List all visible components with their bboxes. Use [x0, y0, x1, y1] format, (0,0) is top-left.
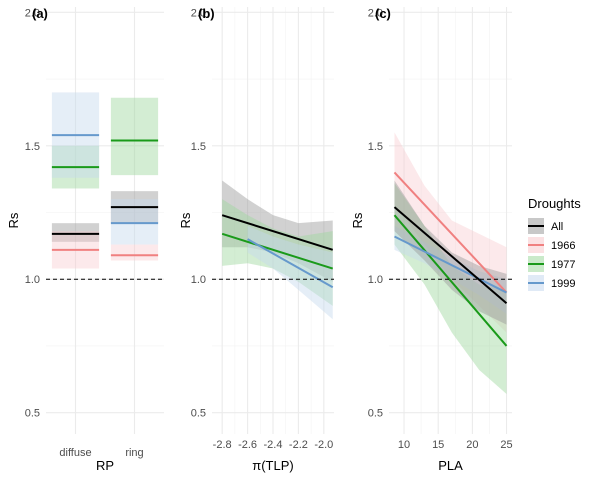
- x-tick-label: 15: [432, 439, 444, 451]
- panel-2: 0.5 1.0 1.5 2.0 -2.8 -2.6 -2.4 -2.2 -2.0 π(TLP) Rs…: [178, 6, 334, 473]
- y-tick-label: 2.0: [25, 7, 40, 19]
- y-tick-label: 1.0: [368, 274, 383, 286]
- fit-line-All: [221, 214, 334, 251]
- y-axis-title: Rs: [178, 212, 193, 228]
- y-tick-label: 0.5: [191, 408, 206, 420]
- x-tick-label: 25: [500, 439, 512, 451]
- fit-line-1966: [393, 171, 508, 294]
- y-axis-title: Rs: [6, 212, 21, 228]
- y-axis-title: Rs: [350, 212, 365, 228]
- ci-box-1999-ring: [110, 199, 159, 245]
- y-tick-label: 1.0: [25, 274, 40, 286]
- panel-tag: (c): [375, 6, 391, 21]
- y-tick-label: 2.0: [368, 7, 383, 19]
- fit-line-1999: [394, 235, 507, 294]
- y-tick-label: 0.5: [25, 408, 40, 420]
- x-axis-title: π(TLP): [252, 458, 293, 473]
- ci-band-All: [394, 180, 507, 325]
- ci-box-All-diffuse: [51, 223, 100, 242]
- fit-line-All: [393, 206, 508, 304]
- ci-box-1966-ring: [110, 244, 159, 261]
- legend-label: 1977: [551, 259, 575, 271]
- ci-band-1977: [394, 183, 507, 394]
- fit-line-1977: [393, 214, 508, 347]
- legend-title: Droughts: [528, 196, 581, 211]
- x-tick-label: -2.8: [213, 439, 232, 451]
- panel-1: 0.5 1.0 1.5 2.0 diffuse ring RP Rs (a): [6, 6, 164, 473]
- x-tick-label: -2.2: [289, 439, 308, 451]
- y-tick-label: 1.5: [191, 141, 206, 153]
- legend-label: 1999: [551, 278, 575, 290]
- ci-band-All: [222, 180, 333, 282]
- x-axis-title: RP: [96, 458, 114, 473]
- panel-tag: (a): [32, 6, 48, 21]
- x-tick-label: -2.6: [238, 439, 257, 451]
- panel-tag: (b): [198, 6, 215, 21]
- x-tick-label: -2.4: [264, 439, 283, 451]
- legend-label: All: [551, 221, 563, 233]
- x-tick-label: 10: [398, 439, 410, 451]
- x-axis-title: PLA: [438, 458, 463, 473]
- ci-box-1977-ring: [110, 97, 159, 176]
- x-tick-label: diffuse: [59, 447, 91, 459]
- x-tick-label: 20: [466, 439, 478, 451]
- y-tick-label: 1.0: [191, 274, 206, 286]
- y-tick-label: 0.5: [368, 408, 383, 420]
- x-tick-label: -2.0: [314, 439, 333, 451]
- legend: Droughts All 1966 1977 1999: [528, 196, 581, 291]
- y-tick-label: 1.5: [368, 141, 383, 153]
- y-tick-label: 1.5: [25, 141, 40, 153]
- y-tick-label: 2.0: [191, 7, 206, 19]
- legend-label: 1966: [551, 240, 575, 252]
- panel-3: 0.5 1.0 1.5 2.0 10 15 20 25 PLA Rs (c): [350, 6, 513, 473]
- fit-line-1977: [221, 232, 334, 270]
- x-tick-label: ring: [125, 447, 143, 459]
